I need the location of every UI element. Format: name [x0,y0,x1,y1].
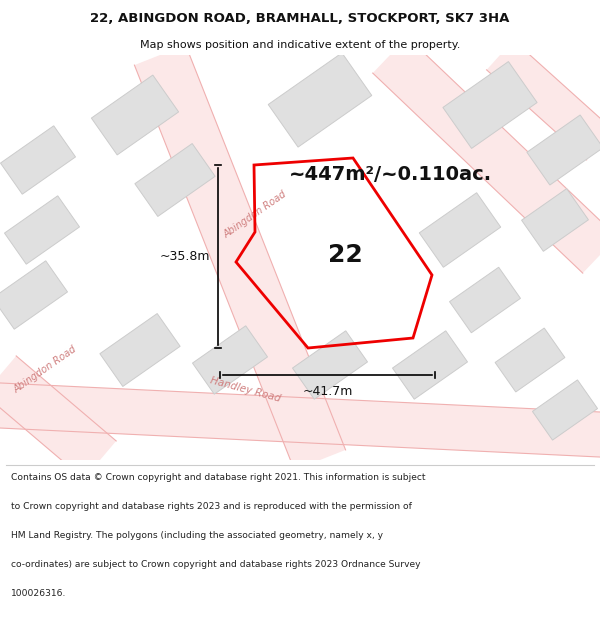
Polygon shape [0,382,600,458]
Polygon shape [292,331,368,399]
Polygon shape [135,144,215,216]
Text: ~41.7m: ~41.7m [302,385,353,398]
Polygon shape [521,189,589,251]
Text: to Crown copyright and database rights 2023 and is reproduced with the permissio: to Crown copyright and database rights 2… [11,502,412,511]
Polygon shape [449,268,520,332]
Polygon shape [100,314,180,386]
Polygon shape [193,326,268,394]
Polygon shape [4,196,80,264]
Polygon shape [268,53,372,147]
Text: 22: 22 [328,243,362,267]
Polygon shape [532,380,598,440]
Polygon shape [0,261,68,329]
Polygon shape [487,40,600,160]
Polygon shape [134,45,346,470]
Text: ~35.8m: ~35.8m [160,250,210,263]
Polygon shape [373,37,600,273]
Text: 22, ABINGDON ROAD, BRAMHALL, STOCKPORT, SK7 3HA: 22, ABINGDON ROAD, BRAMHALL, STOCKPORT, … [91,12,509,25]
Polygon shape [91,75,179,155]
Text: Abingdon Road: Abingdon Road [11,344,79,396]
Polygon shape [443,62,537,148]
Text: Handley Road: Handley Road [209,376,281,404]
Polygon shape [419,192,501,268]
Text: HM Land Registry. The polygons (including the associated geometry, namely x, y: HM Land Registry. The polygons (includin… [11,531,383,540]
Text: co-ordinates) are subject to Crown copyright and database rights 2023 Ordnance S: co-ordinates) are subject to Crown copyr… [11,560,420,569]
Text: ~447m²/~0.110ac.: ~447m²/~0.110ac. [289,166,491,184]
Polygon shape [527,115,600,185]
Polygon shape [0,356,116,479]
Text: Abingdon Road: Abingdon Road [221,189,289,241]
Polygon shape [495,328,565,392]
Polygon shape [1,126,76,194]
Text: 100026316.: 100026316. [11,589,66,598]
Polygon shape [392,331,467,399]
Text: Map shows position and indicative extent of the property.: Map shows position and indicative extent… [140,39,460,49]
Text: Contains OS data © Crown copyright and database right 2021. This information is : Contains OS data © Crown copyright and d… [11,473,425,482]
